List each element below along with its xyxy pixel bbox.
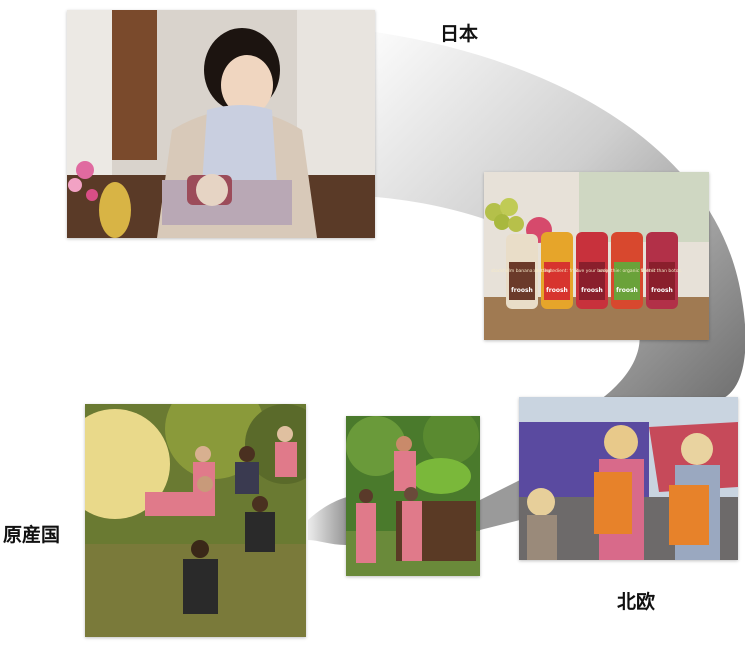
bottle-brand-5: froosh bbox=[651, 287, 673, 294]
bottle-label-4: smoothie: organic fiber it bbox=[599, 268, 656, 274]
label-japan: 日本 bbox=[440, 23, 479, 45]
bottle-brand-3: froosh bbox=[581, 287, 603, 294]
photo-origin-workers bbox=[85, 404, 306, 637]
bottle-row bbox=[506, 232, 678, 309]
bottle-label-2: one ingredient: fruit. bbox=[534, 268, 580, 274]
bottle-brand-4: froosh bbox=[616, 287, 638, 294]
bottle-label-1: stockholm banana: bottled. bbox=[491, 268, 553, 274]
photo-japan bbox=[67, 10, 375, 238]
bottle-label-3: love your body. bbox=[575, 268, 609, 274]
flow-arc-middle bbox=[480, 480, 520, 530]
photo-banana-harvest bbox=[346, 416, 480, 576]
bottle-brand-1: froosh bbox=[511, 287, 533, 294]
photo-nordic-children bbox=[519, 397, 738, 560]
photo-bottles: stockholm banana: bottled. one ingredien… bbox=[484, 172, 709, 340]
label-origin: 原産国 bbox=[3, 524, 61, 546]
label-nordic: 北欧 bbox=[617, 591, 656, 613]
bottle-brand-2: froosh bbox=[546, 287, 568, 294]
bottle-label-5: better than botox. bbox=[642, 268, 683, 274]
